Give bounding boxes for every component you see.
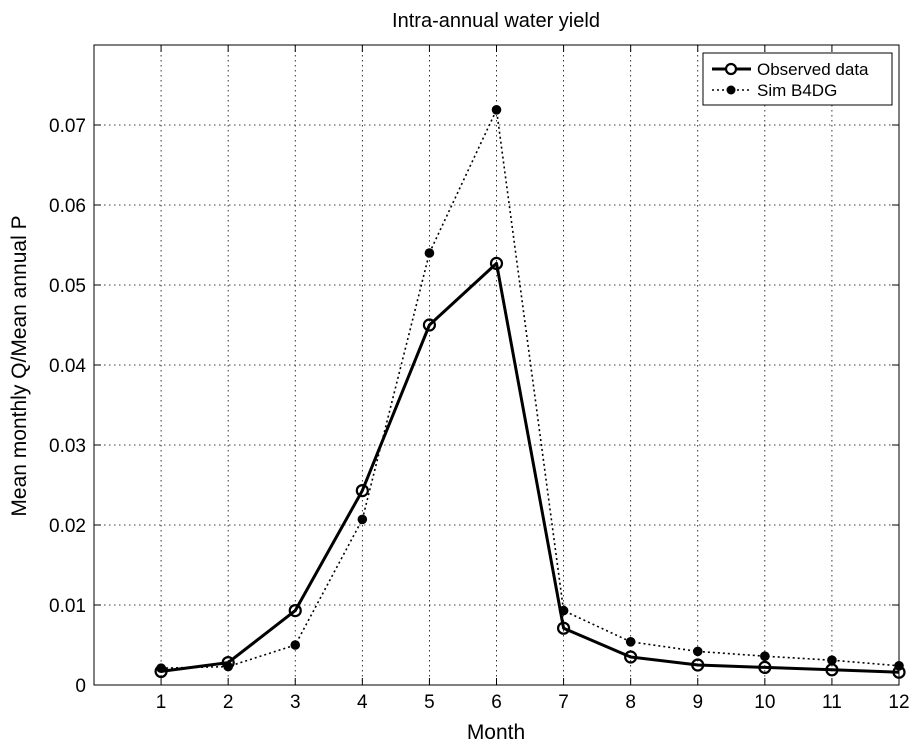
series-1-point <box>558 623 569 634</box>
x-tick-label: 7 <box>558 692 569 713</box>
series-1-point <box>692 660 703 671</box>
series-1-point <box>290 605 301 616</box>
chart-title: Intra-annual water yield <box>392 10 600 32</box>
x-tick-label: 10 <box>754 692 775 713</box>
y-axis-label: Mean monthly Q/Mean annual P <box>8 215 31 516</box>
legend-entry-label: Observed data <box>757 60 869 79</box>
x-tick-label: 6 <box>491 692 502 713</box>
x-tick-label: 1 <box>156 692 167 713</box>
x-tick-label: 3 <box>290 692 301 713</box>
series-1-point <box>759 662 770 673</box>
y-tick-label: 0.06 <box>49 196 86 217</box>
series-1-point <box>357 485 368 496</box>
series-1-point <box>424 320 435 331</box>
y-tick-label: 0.01 <box>49 596 86 617</box>
series-2-point <box>760 651 770 661</box>
legend-swatch-marker <box>726 64 736 74</box>
legend-entry-label: Sim B4DG <box>757 81 837 100</box>
series-2-point <box>156 663 166 673</box>
x-axis-label: Month <box>467 721 525 743</box>
series-2-point <box>223 662 233 672</box>
series-2-point <box>425 248 435 258</box>
y-tick-label: 0.07 <box>49 116 86 137</box>
x-tick-label: 4 <box>357 692 368 713</box>
legend: Observed data Sim B4DG <box>703 53 892 105</box>
y-tick-label: 0.02 <box>49 516 86 537</box>
x-tick-label: 8 <box>625 692 636 713</box>
x-tick-label: 9 <box>692 692 703 713</box>
y-tick-label: 0 <box>75 676 86 697</box>
series-2-point <box>358 515 368 525</box>
series-2-point <box>559 606 569 616</box>
series-2-point <box>492 105 502 115</box>
y-tick-label: 0.04 <box>49 356 86 377</box>
x-tick-label: 12 <box>888 692 909 713</box>
series-2-point <box>894 661 904 671</box>
series-2-point <box>626 637 636 647</box>
series-1-point <box>826 664 837 675</box>
y-tick-label: 0.03 <box>49 436 86 457</box>
series-2-point <box>827 655 837 665</box>
series-1-point <box>491 258 502 269</box>
legend-swatch-marker <box>727 86 736 95</box>
series-2-point <box>290 640 300 650</box>
series-2-point <box>693 647 703 657</box>
x-tick-label: 11 <box>822 692 842 713</box>
y-tick-label: 0.05 <box>49 276 86 297</box>
series-1-point <box>625 652 636 663</box>
x-tick-label: 2 <box>223 692 234 713</box>
x-tick-label: 5 <box>424 692 435 713</box>
